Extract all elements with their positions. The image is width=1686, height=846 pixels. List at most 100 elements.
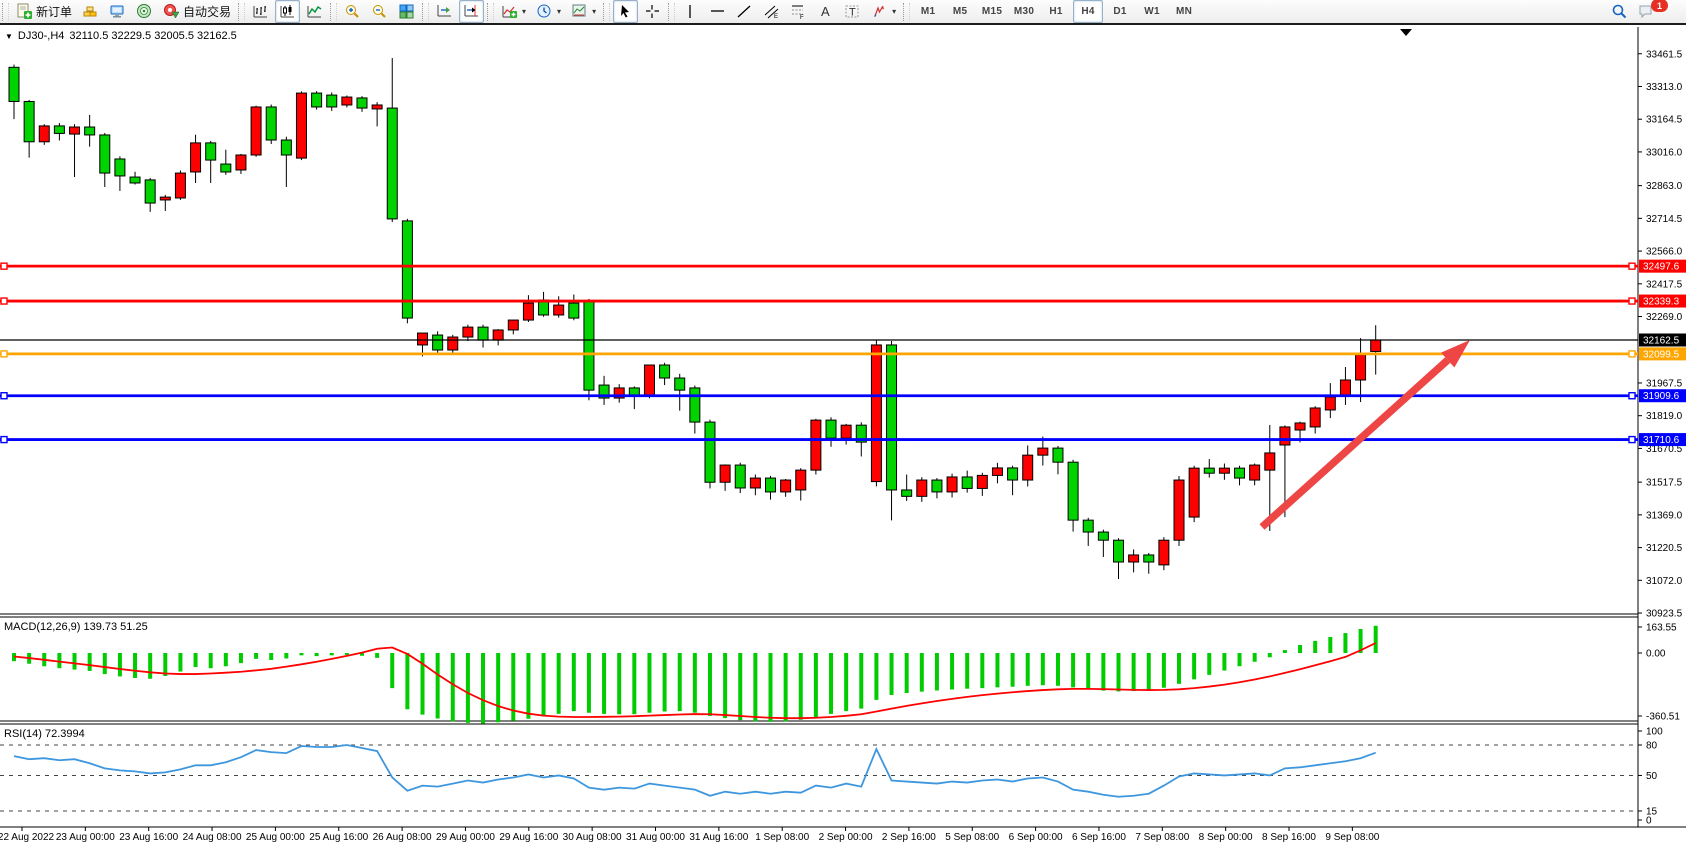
time-axis: 22 Aug 2022 23 Aug 00:00 23 Aug 16:00 24 Au… bbox=[0, 827, 1380, 843]
price-tick-label: 33313.0 bbox=[1646, 82, 1683, 93]
candle-body bbox=[1279, 426, 1291, 446]
auto-scroll-button[interactable] bbox=[432, 0, 457, 23]
periods-button[interactable]: ▾ bbox=[532, 0, 565, 23]
zoom-out-button[interactable] bbox=[367, 0, 392, 23]
candle-body bbox=[492, 329, 504, 341]
arrow-head-icon[interactable] bbox=[1441, 340, 1470, 368]
timeframe-button-w1[interactable]: W1 bbox=[1144, 6, 1160, 17]
time-tick-label: 5 Sep 08:00 bbox=[945, 832, 999, 843]
vertical-line-button[interactable] bbox=[678, 0, 703, 23]
trend-arrow-annotation[interactable] bbox=[1259, 340, 1470, 530]
chevron-down-icon: ▾ bbox=[592, 7, 597, 16]
timeframe-button-m30[interactable]: M30 bbox=[1013, 6, 1035, 17]
crosshair-button[interactable] bbox=[640, 0, 665, 23]
time-tick-label: 2 Sep 16:00 bbox=[882, 832, 936, 843]
trendline-button[interactable] bbox=[732, 0, 757, 23]
tile-windows-button[interactable] bbox=[394, 0, 419, 23]
templates-button[interactable]: ▾ bbox=[567, 0, 600, 23]
candle-body bbox=[961, 476, 973, 489]
candle-body bbox=[38, 125, 50, 143]
price-lines bbox=[0, 262, 1638, 444]
line-chart-button[interactable] bbox=[302, 0, 327, 23]
new-order-button-label: 新订单 bbox=[36, 5, 73, 19]
market-watch-button[interactable] bbox=[105, 0, 130, 23]
candle-body bbox=[432, 334, 444, 351]
chart-shift-button[interactable] bbox=[459, 0, 485, 23]
candle-body bbox=[371, 104, 383, 110]
cursor-icon bbox=[617, 3, 634, 20]
channel-button[interactable]: E bbox=[759, 0, 784, 23]
search-button[interactable] bbox=[1607, 0, 1632, 23]
chart-shift-marker-icon[interactable] bbox=[1400, 29, 1412, 36]
new-order-button[interactable]: 新订单 bbox=[12, 0, 76, 23]
line-handle[interactable] bbox=[0, 435, 8, 444]
price-tick-label: 31220.5 bbox=[1646, 543, 1683, 554]
indicators-button[interactable]: ▾ bbox=[497, 0, 530, 23]
price-label-boxes: 32497.6 32339.3 32099.5 31909.6 31710.6 32162… bbox=[1639, 259, 1686, 447]
macd-axis: 163.55 0.00 -360.51 bbox=[1638, 623, 1680, 723]
arrows-button[interactable]: ▾ bbox=[867, 0, 900, 23]
price-tick-label: 31072.0 bbox=[1646, 576, 1683, 587]
fibonacci-button[interactable]: F bbox=[786, 0, 811, 23]
notifications-button[interactable]: 1 bbox=[1634, 0, 1679, 23]
candle-body bbox=[840, 424, 852, 439]
candle-body bbox=[386, 107, 398, 220]
candle-body bbox=[1173, 479, 1185, 541]
chart-collapse-icon[interactable]: ▼ bbox=[5, 31, 13, 41]
time-tick-label: 6 Sep 16:00 bbox=[1072, 832, 1126, 843]
timeframe-button-d1[interactable]: D1 bbox=[1113, 6, 1127, 17]
line-handle[interactable] bbox=[1628, 350, 1636, 358]
line-handle[interactable] bbox=[0, 297, 8, 305]
candle-body bbox=[855, 424, 867, 443]
notification-badge: 1 bbox=[1651, 0, 1668, 12]
candle-body bbox=[931, 479, 943, 493]
horizontal-line-button[interactable] bbox=[705, 0, 730, 23]
time-tick-label: 30 Aug 08:00 bbox=[563, 832, 622, 843]
clock-icon bbox=[536, 3, 553, 20]
line-handle[interactable] bbox=[0, 350, 8, 358]
candle-body bbox=[1037, 447, 1049, 456]
candle-body bbox=[401, 220, 413, 319]
profile-button[interactable] bbox=[78, 0, 103, 23]
candle-body bbox=[1324, 396, 1336, 411]
macd-axis-label: -360.51 bbox=[1646, 712, 1680, 723]
line-handle[interactable] bbox=[0, 262, 8, 270]
cursor-button[interactable] bbox=[613, 0, 639, 23]
svg-text:E: E bbox=[774, 14, 778, 20]
candlestick-button[interactable] bbox=[275, 0, 301, 23]
timeframe-button-m1[interactable]: M1 bbox=[920, 6, 936, 17]
signals-button[interactable] bbox=[132, 0, 157, 23]
timeframe-button-mn[interactable]: MN bbox=[1176, 6, 1193, 17]
text-button[interactable]: A bbox=[813, 0, 838, 23]
candle-body bbox=[174, 172, 186, 199]
timeframe-button-h1[interactable]: H1 bbox=[1049, 6, 1063, 17]
price-label-box bbox=[1639, 433, 1686, 447]
time-tick-label: 29 Aug 16:00 bbox=[499, 832, 558, 843]
candle-body bbox=[568, 302, 580, 319]
chart-symbol-period: DJ30-,H4 bbox=[17, 30, 65, 42]
candle-body bbox=[144, 179, 156, 204]
timeframe-button-m5[interactable]: M5 bbox=[952, 6, 968, 17]
time-tick-label: 31 Aug 16:00 bbox=[689, 832, 748, 843]
text-label-icon: T bbox=[844, 3, 861, 20]
time-tick-label: 6 Sep 00:00 bbox=[1009, 832, 1063, 843]
candle-body bbox=[1007, 467, 1019, 481]
zoom-in-button[interactable] bbox=[340, 0, 365, 23]
line-handle[interactable] bbox=[1628, 435, 1636, 444]
price-tick-label: 31369.0 bbox=[1646, 510, 1683, 521]
line-handle[interactable] bbox=[1628, 392, 1636, 400]
price-label-text: 31909.6 bbox=[1643, 391, 1680, 402]
macd-indicator-label: MACD(12,26,9) 139.73 51.25 bbox=[4, 621, 148, 633]
timeframe-button-m15[interactable]: M15 bbox=[981, 6, 1003, 17]
line-handle[interactable] bbox=[1628, 297, 1636, 305]
candle-body bbox=[795, 469, 807, 491]
autotrading-button[interactable]: 自动交易 bbox=[159, 0, 235, 23]
bar-chart-button[interactable] bbox=[248, 0, 273, 23]
arrow-shaft[interactable] bbox=[1259, 357, 1451, 530]
timeframe-button-h4[interactable]: H4 bbox=[1073, 0, 1104, 23]
line-handle[interactable] bbox=[1628, 262, 1636, 270]
candle-body bbox=[84, 126, 96, 136]
line-handle[interactable] bbox=[0, 392, 8, 400]
text-a-icon: A bbox=[817, 3, 834, 20]
text-label-button[interactable]: T bbox=[840, 0, 865, 23]
